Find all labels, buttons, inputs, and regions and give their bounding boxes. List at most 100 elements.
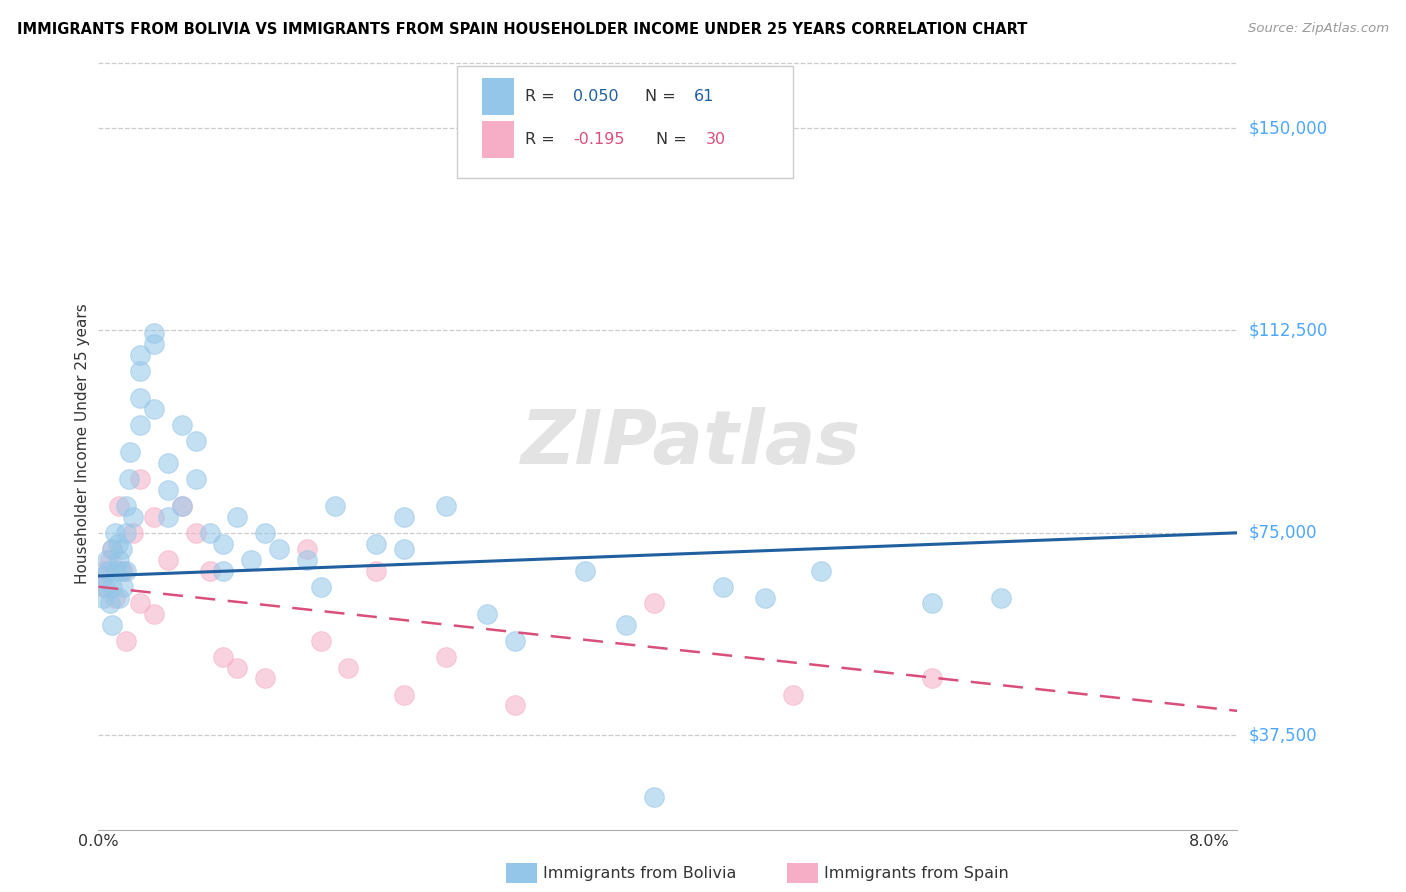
Point — [170, 499, 193, 513]
Point — [111, 541, 134, 556]
Text: $112,500: $112,500 — [1249, 321, 1327, 340]
Point — [170, 499, 193, 513]
Point — [392, 541, 415, 556]
Point — [104, 591, 127, 605]
Point — [240, 553, 263, 567]
Bar — [482, 78, 515, 115]
Text: R =: R = — [526, 89, 561, 103]
Point — [323, 499, 346, 513]
Point — [101, 617, 124, 632]
Point — [129, 364, 152, 378]
Point — [143, 401, 166, 416]
Point — [143, 607, 166, 621]
Point — [129, 391, 152, 405]
Text: $37,500: $37,500 — [1249, 726, 1317, 744]
Point — [212, 649, 235, 664]
Text: $75,000: $75,000 — [1249, 524, 1317, 541]
Text: 61: 61 — [695, 89, 714, 103]
Point — [990, 591, 1012, 605]
Point — [108, 553, 131, 567]
Point — [226, 509, 249, 524]
Point — [754, 591, 776, 605]
Point — [96, 553, 118, 567]
Point — [122, 525, 145, 540]
Point — [309, 580, 332, 594]
Point — [110, 564, 132, 578]
Point — [129, 596, 152, 610]
Point — [115, 525, 138, 540]
Text: 0.050: 0.050 — [574, 89, 619, 103]
Text: $150,000: $150,000 — [1249, 120, 1327, 137]
Point — [366, 536, 388, 550]
Point — [143, 509, 166, 524]
Text: 30: 30 — [706, 132, 725, 147]
Point — [115, 633, 138, 648]
Point — [614, 617, 637, 632]
Point — [170, 417, 193, 432]
Point — [94, 580, 117, 594]
Point — [118, 472, 141, 486]
Point — [184, 434, 207, 448]
Point — [337, 661, 360, 675]
Point — [143, 326, 166, 340]
Point — [98, 596, 121, 610]
Point — [810, 564, 832, 578]
Point — [267, 541, 290, 556]
Text: N =: N = — [657, 132, 692, 147]
Text: Immigrants from Spain: Immigrants from Spain — [824, 866, 1008, 880]
Point — [921, 596, 943, 610]
Point — [434, 499, 457, 513]
Text: -0.195: -0.195 — [574, 132, 624, 147]
Text: N =: N = — [645, 89, 681, 103]
Point — [713, 580, 735, 594]
Point — [212, 536, 235, 550]
Point — [477, 607, 499, 621]
Point — [104, 525, 127, 540]
Point — [112, 564, 135, 578]
Y-axis label: Householder Income Under 25 years: Householder Income Under 25 years — [75, 303, 90, 584]
Point — [129, 348, 152, 362]
Point — [503, 633, 526, 648]
Point — [120, 445, 142, 459]
Point — [226, 661, 249, 675]
Point — [122, 509, 145, 524]
Point — [98, 553, 121, 567]
Point — [212, 564, 235, 578]
Point — [107, 536, 129, 550]
Point — [97, 564, 120, 578]
Text: Immigrants from Bolivia: Immigrants from Bolivia — [543, 866, 737, 880]
Point — [643, 790, 665, 805]
Point — [94, 564, 117, 578]
Text: IMMIGRANTS FROM BOLIVIA VS IMMIGRANTS FROM SPAIN HOUSEHOLDER INCOME UNDER 25 YEA: IMMIGRANTS FROM BOLIVIA VS IMMIGRANTS FR… — [17, 22, 1028, 37]
Point — [129, 472, 152, 486]
Point — [574, 564, 596, 578]
Point — [198, 525, 221, 540]
Text: ZIPatlas: ZIPatlas — [520, 408, 860, 480]
Point — [108, 499, 131, 513]
Point — [91, 591, 114, 605]
Point — [101, 541, 124, 556]
Point — [112, 580, 135, 594]
Point — [392, 688, 415, 702]
Point — [143, 337, 166, 351]
Point — [156, 553, 179, 567]
Point — [295, 553, 318, 567]
Point — [643, 596, 665, 610]
Point — [184, 472, 207, 486]
Point — [366, 564, 388, 578]
Text: Source: ZipAtlas.com: Source: ZipAtlas.com — [1249, 22, 1389, 36]
Point — [184, 525, 207, 540]
Point — [101, 541, 124, 556]
Text: R =: R = — [526, 132, 561, 147]
Point — [91, 580, 114, 594]
Point — [782, 688, 804, 702]
Point — [101, 580, 124, 594]
Point — [156, 509, 179, 524]
Point — [93, 569, 115, 583]
Point — [434, 649, 457, 664]
Point — [115, 499, 138, 513]
Point — [105, 564, 128, 578]
Point — [115, 564, 138, 578]
Point — [503, 698, 526, 713]
Point — [156, 456, 179, 470]
